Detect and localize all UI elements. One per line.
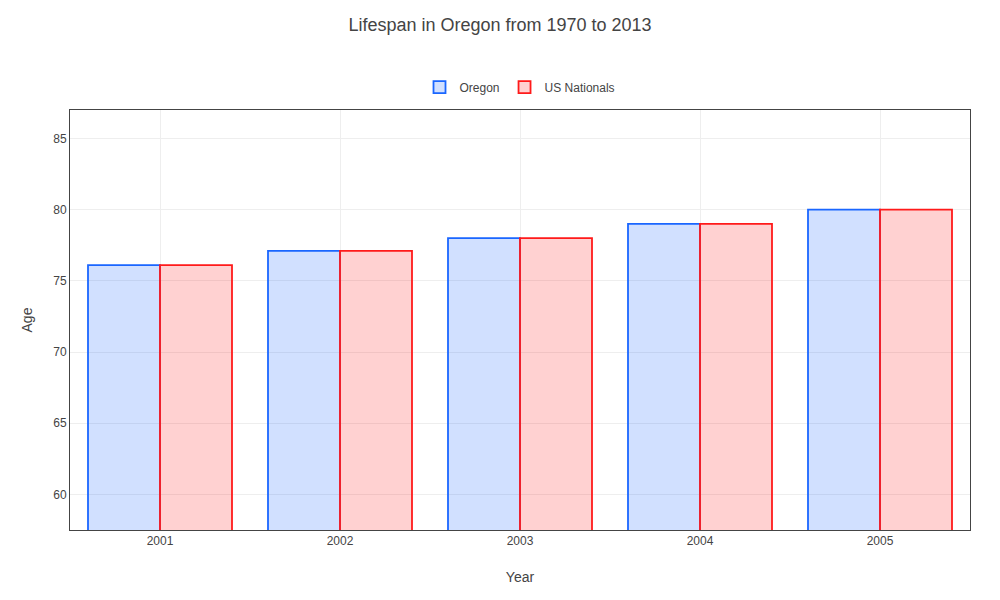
svg-text:Oregon: Oregon bbox=[460, 81, 500, 95]
svg-text:60: 60 bbox=[53, 488, 67, 502]
svg-text:2001: 2001 bbox=[147, 534, 174, 548]
svg-text:Lifespan in Oregon from 1970 t: Lifespan in Oregon from 1970 to 2013 bbox=[348, 15, 651, 35]
svg-text:70: 70 bbox=[53, 345, 67, 359]
svg-text:65: 65 bbox=[53, 416, 67, 430]
svg-text:2004: 2004 bbox=[687, 534, 714, 548]
svg-text:US Nationals: US Nationals bbox=[545, 81, 615, 95]
svg-text:85: 85 bbox=[53, 132, 67, 146]
svg-text:Age: Age bbox=[19, 307, 35, 332]
svg-text:Year: Year bbox=[506, 569, 535, 585]
svg-text:75: 75 bbox=[53, 274, 67, 288]
svg-text:2002: 2002 bbox=[327, 534, 354, 548]
svg-text:80: 80 bbox=[53, 203, 67, 217]
svg-text:2005: 2005 bbox=[867, 534, 894, 548]
svg-text:2003: 2003 bbox=[507, 534, 534, 548]
